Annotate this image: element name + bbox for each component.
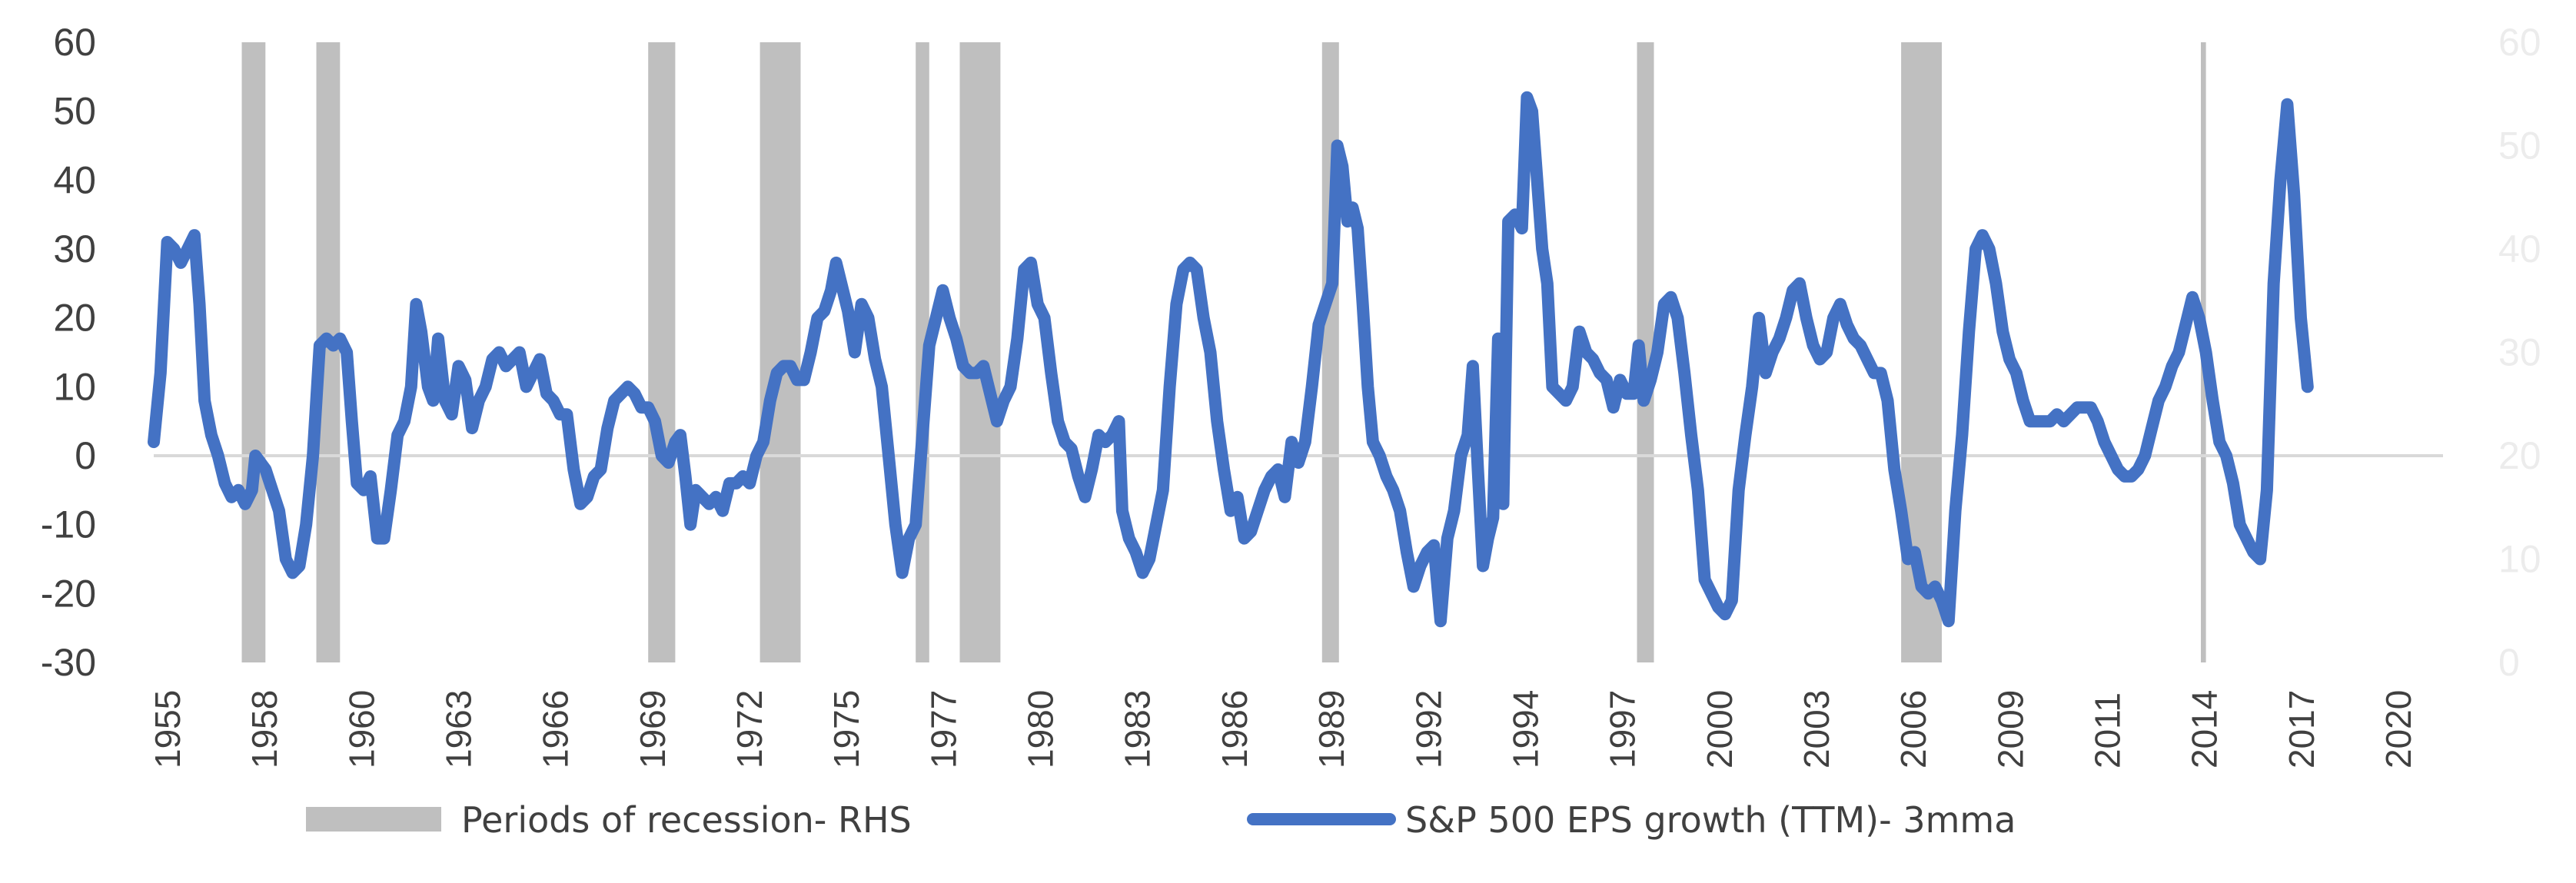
- recession-band: [959, 42, 1001, 662]
- legend-swatch-recession: [306, 807, 441, 832]
- x-tick-label: 1966: [536, 690, 576, 768]
- x-axis: 1955 1958 1960 1963 1966 1969 1972 1975 1977 1980…: [148, 690, 2418, 768]
- x-tick-label: 2003: [1797, 690, 1836, 768]
- x-tick-label: 1969: [633, 690, 673, 768]
- legend-label-recession: Periods of recession- RHS: [461, 799, 912, 841]
- y-tick-label-left: 0: [75, 434, 96, 477]
- x-tick-label: 1958: [244, 690, 284, 768]
- y-tick-label-right: 60: [2498, 21, 2541, 64]
- y-tick-label-left: 50: [53, 90, 96, 133]
- x-tick-label: 2006: [1893, 690, 1933, 768]
- series-line-eps-growth: [148, 91, 2314, 628]
- y-tick-label-left: 30: [53, 227, 96, 271]
- y-tick-label-right: 40: [2498, 227, 2541, 271]
- y-tick-label-left: 60: [53, 21, 96, 64]
- x-tick-label: 1960: [341, 690, 381, 768]
- y-tick-label-right: 30: [2498, 331, 2541, 374]
- x-tick-label: 1980: [1021, 690, 1061, 768]
- y-tick-label-right: 0: [2498, 641, 2520, 684]
- x-tick-label: 1977: [923, 690, 963, 768]
- recession-bands: [241, 42, 2206, 662]
- x-tick-label: 2000: [1700, 690, 1740, 768]
- recession-band: [1321, 42, 1339, 662]
- y-tick-label-right: 50: [2498, 124, 2541, 168]
- y-tick-label-right: 10: [2498, 538, 2541, 581]
- y-tick-label-right: 20: [2498, 434, 2541, 477]
- y-axis-left: 60 50 40 30 20 10 0 -10 -20 -30: [41, 21, 96, 684]
- x-tick-label: 1955: [148, 690, 188, 768]
- x-tick-label: 1975: [826, 690, 866, 768]
- x-tick-label: 1992: [1408, 690, 1448, 768]
- recession-band: [241, 42, 266, 662]
- x-tick-label: 1994: [1505, 690, 1545, 768]
- recession-band: [760, 42, 801, 662]
- y-tick-label-left: 40: [53, 158, 96, 201]
- x-tick-label: 2014: [2185, 690, 2225, 768]
- y-tick-label-left: -20: [41, 572, 96, 615]
- y-axis-right: 60 50 40 30 20 10 0: [2498, 21, 2541, 684]
- y-tick-label-left: -10: [41, 503, 96, 546]
- x-tick-label: 1963: [439, 690, 479, 768]
- y-tick-label-left: 10: [53, 365, 96, 408]
- x-tick-label: 1989: [1311, 690, 1351, 768]
- y-tick-label-left: 20: [53, 297, 96, 340]
- recession-band: [648, 42, 676, 662]
- legend-label-eps: S&P 500 EPS growth (TTM)- 3mma: [1405, 799, 2016, 841]
- x-tick-label: 1983: [1118, 690, 1158, 768]
- x-tick-label: 2011: [2088, 692, 2128, 768]
- x-tick-label: 2009: [1990, 690, 2030, 768]
- x-tick-label: 1972: [730, 690, 769, 768]
- x-tick-label: 2017: [2282, 690, 2322, 768]
- y-tick-label-left: -30: [41, 641, 96, 684]
- legend: Periods of recession- RHS S&P 500 EPS gr…: [306, 799, 2016, 841]
- x-tick-label: 2020: [2378, 690, 2418, 768]
- x-tick-label: 1997: [1603, 690, 1643, 768]
- x-tick-label: 1986: [1215, 690, 1255, 768]
